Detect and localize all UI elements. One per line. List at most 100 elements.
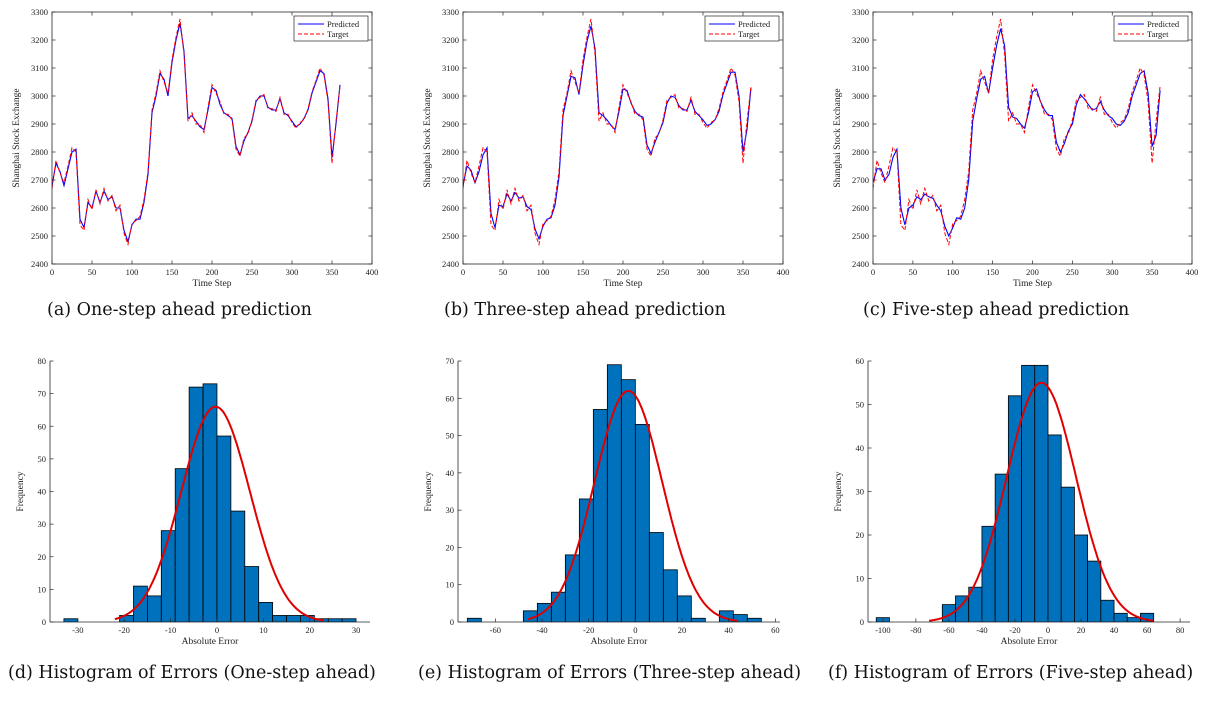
histogram-bar [648,532,664,622]
histogram-bar [63,618,79,622]
histogram-bar [606,364,622,622]
y-tick-label: 2400 [852,259,869,269]
x-tick-label: 0 [871,267,875,277]
x-tick-label: 0 [461,267,465,277]
x-tick-label: 250 [1066,267,1079,277]
y-axis-label: Frequency [424,471,434,511]
histogram-bar [690,617,706,622]
y-tick-label: 50 [446,431,455,441]
x-tick-label: 100 [946,267,959,277]
x-tick-label: 400 [366,267,379,277]
y-tick-label: 3000 [852,91,869,101]
caption-f: (f) Histogram of Errors (Five-step ahead… [828,663,1194,683]
series-line-predicted [463,25,752,241]
x-tick-label: 40 [724,625,733,635]
legend-label-target: Target [738,29,760,39]
plot-area [873,12,1192,264]
y-tick-label: 70 [38,389,47,399]
histogram-bar [1007,395,1022,622]
y-tick-label: 3100 [852,63,869,73]
x-tick-label: 50 [88,267,97,277]
y-tick-label: 40 [856,443,865,453]
x-tick-label: 80 [1176,625,1185,635]
x-tick-label: 60 [1143,625,1152,635]
y-tick-label: 2700 [852,175,869,185]
y-tick-label: 2600 [31,203,48,213]
x-axis-label: Absolute Error [591,637,649,647]
histogram-bar [1034,364,1049,622]
x-tick-label: 200 [617,267,630,277]
x-tick-label: 200 [206,267,219,277]
histogram-bar [160,530,176,622]
histogram-bar [746,617,762,622]
chart-b-svg: 0 50 100 150 200 250 300 350 400 2400 2500 2600 2700… [423,7,789,289]
x-tick-label: -100 [875,625,891,635]
axes: 0 50 100 150 200 250 300 350 400 2400 2500 2600 2700… [12,7,378,289]
y-tick-label: 2400 [31,259,48,269]
x-tick-label: 10 [259,625,268,635]
histogram-bar [272,615,287,622]
y-axis-label: Shanghai Stock Exchange [12,88,22,187]
y-tick-label: 0 [42,617,46,627]
y-tick-label: 50 [856,400,865,410]
x-tick-label: 350 [326,267,339,277]
legend-box [1113,15,1189,42]
x-tick-label: 50 [909,267,918,277]
caption-d: (d) Histogram of Errors (One-step ahead) [8,663,376,683]
x-tick-label: 0 [215,625,219,635]
x-tick-label: 0 [633,625,637,635]
series-line-target [52,18,341,247]
plot-area [52,12,372,264]
chart-d-svg: -30 -20 -10 0 10 20 30 0 10 20 30 40 50 60 70 80 Absolut… [16,356,370,647]
histogram-bar [676,595,692,622]
y-tick-label: 2900 [852,119,869,129]
y-tick-label: 10 [38,584,47,594]
x-tick-label: 150 [577,267,590,277]
x-tick-label: -80 [910,625,921,635]
x-tick-label: 20 [678,625,687,635]
y-axis-label: Frequency [16,471,26,511]
y-tick-label: 2700 [31,175,48,185]
x-axis-label: Time Step [1013,279,1052,289]
y-tick-label: 60 [38,421,47,431]
y-tick-label: 3300 [31,7,48,17]
x-tick-label: -60 [490,625,501,635]
x-axis-label: Time Step [604,279,643,289]
histogram-bar [202,383,218,622]
legend-label-predicted: Predicted [738,19,771,29]
y-tick-label: 3000 [31,91,48,101]
histogram-bar [1100,599,1115,622]
x-tick-label: 150 [166,267,179,277]
y-tick-label: 30 [856,487,865,497]
y-tick-label: 30 [38,519,47,529]
x-tick-label: -40 [536,625,547,635]
x-tick-label: 20 [1077,625,1086,635]
chart-panel-d: -30 -20 -10 0 10 20 30 0 10 20 30 40 50 60 70 80 Absolut… [0,352,400,672]
plot-layer [63,383,357,622]
x-tick-label: -40 [976,625,987,635]
histogram-bar [188,386,204,622]
x-tick-label: 20 [305,625,314,635]
histogram-bar [286,615,301,622]
normal-fit-curve [928,381,1154,622]
legend-label-predicted: Predicted [1147,19,1180,29]
plot-layer [52,18,341,247]
histogram-bar [230,510,246,622]
chart-c-svg: 0 50 100 150 200 250 300 350 400 2400 2500 2600 2700… [833,7,1198,289]
normal-fit-curve [114,405,324,622]
y-tick-label: 2900 [31,119,48,129]
histogram-bar [1074,534,1089,622]
x-axis-label: Absolute Error [182,637,240,647]
legend-box [704,15,780,42]
y-tick-label: 40 [446,468,455,478]
x-tick-label: 300 [697,267,710,277]
y-tick-label: 80 [38,356,47,366]
caption-e: (e) Histogram of Errors (Three-step ahea… [418,663,802,683]
axes: 0 50 100 150 200 250 300 350 400 2400 2500 2600 2700… [423,7,789,289]
y-tick-label: 2800 [852,147,869,157]
x-tick-label: 350 [737,267,750,277]
axes: 0 50 100 150 200 250 300 350 400 2400 2500 2600 2700… [833,7,1198,289]
y-tick-label: 60 [856,356,865,366]
